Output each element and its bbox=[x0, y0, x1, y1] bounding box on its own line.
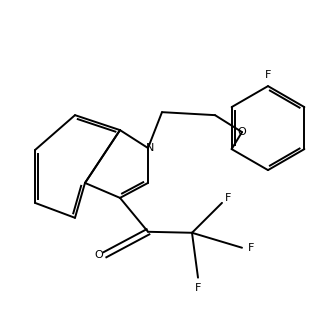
Text: F: F bbox=[195, 283, 201, 294]
Text: F: F bbox=[225, 193, 232, 203]
Text: O: O bbox=[95, 250, 104, 260]
Text: N: N bbox=[145, 143, 154, 153]
Text: F: F bbox=[265, 70, 271, 80]
Text: F: F bbox=[248, 243, 254, 253]
Text: O: O bbox=[238, 127, 246, 137]
